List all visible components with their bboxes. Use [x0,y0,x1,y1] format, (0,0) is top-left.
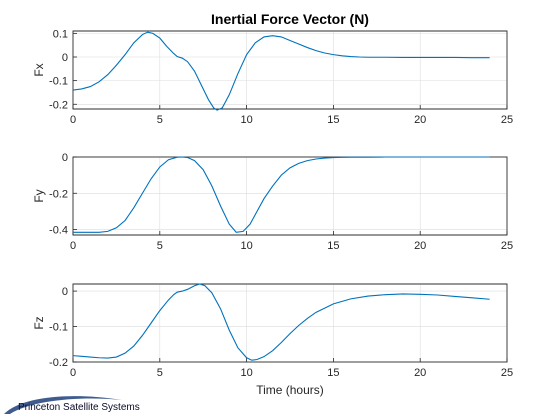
y-tick-label: -0.1 [49,76,68,88]
x-tick-label: 20 [414,114,426,126]
y-axis-label: Fz [32,316,46,329]
y-tick-label: -0.1 [49,322,68,334]
y-tick-label: -0.4 [49,225,68,237]
x-tick-label: 20 [414,367,426,379]
x-tick-label: 0 [70,114,76,126]
x-tick-label: 0 [70,240,76,252]
x-tick-label: 0 [70,367,76,379]
x-tick-label: 15 [327,114,339,126]
subplot-1: 0 5 10 15 20 25 -0.2 -0.1 0 0.1 Fx [32,28,513,126]
y-axis-label: Fy [32,189,46,202]
watermark-text: Princeton Satellite Systems [18,402,140,413]
y-tick-label: -0.2 [49,188,68,200]
x-axis-label: Time (hours) [256,383,324,397]
figure-title: Inertial Force Vector (N) [211,11,369,27]
y-tick-label: 0.1 [53,28,68,40]
y-tick-label: 0 [62,286,68,298]
y-axis-label: Fx [32,63,46,76]
x-tick-label: 10 [240,367,252,379]
y-tick-label: 0 [62,152,68,164]
x-tick-label: 5 [157,114,163,126]
y-tick-label: -0.2 [49,357,68,369]
y-tick-label: 0 [62,52,68,64]
x-tick-label: 10 [240,240,252,252]
subplot-3: 0 5 10 15 20 25 -0.2 -0.1 0 Fz [32,284,513,379]
plot-area [73,31,507,109]
x-tick-label: 15 [327,240,339,252]
x-tick-label: 5 [157,240,163,252]
x-tick-label: 25 [501,367,513,379]
x-tick-label: 5 [157,367,163,379]
x-tick-label: 25 [501,240,513,252]
subplot-2: 0 5 10 15 20 25 -0.4 -0.2 0 Fy [32,152,513,252]
y-tick-label: -0.2 [49,99,68,111]
x-tick-label: 25 [501,114,513,126]
x-tick-label: 15 [327,367,339,379]
x-tick-label: 10 [240,114,252,126]
x-tick-label: 20 [414,240,426,252]
plot-area [73,157,507,235]
